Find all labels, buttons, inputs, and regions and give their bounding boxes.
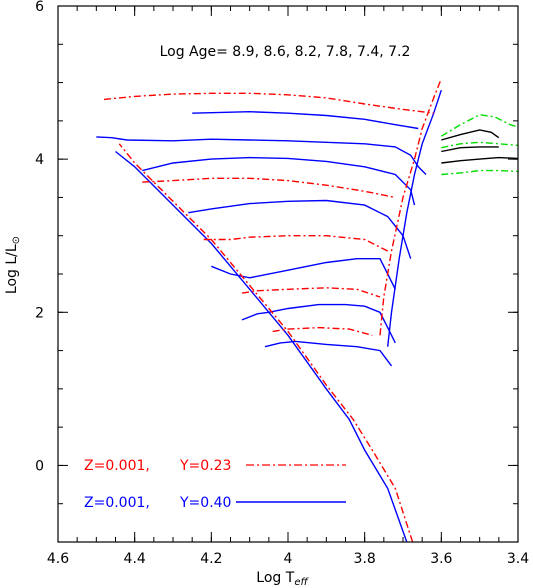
y-axis-title-main: Log L/L bbox=[4, 244, 20, 294]
series-line-black-top bbox=[441, 129, 500, 141]
x-tick-label: 3.8 bbox=[354, 551, 376, 567]
y-axis-title: Log L/L⊙ bbox=[4, 236, 22, 294]
legend-red-z-label: Z=0.001, bbox=[84, 458, 150, 474]
series-line-blue-rg bbox=[387, 89, 442, 347]
series-layer bbox=[96, 78, 519, 543]
y-axis-title-sub: ⊙ bbox=[11, 236, 22, 244]
age-annotation: Log Age= 8.9, 8.6, 8.2, 7.8, 7.4, 7.2 bbox=[160, 44, 411, 60]
series-line-red-rg bbox=[379, 78, 442, 336]
x-tick-label: 4.2 bbox=[200, 551, 222, 567]
y-tick-label: 0 bbox=[35, 458, 44, 474]
y-tick-label: 6 bbox=[35, 0, 44, 15]
series-line-red-iso-5 bbox=[272, 326, 373, 336]
series-line-black-low bbox=[441, 156, 519, 164]
series-line-red-iso-2 bbox=[142, 177, 396, 199]
legend-red-y-label: Y=0.23 bbox=[179, 458, 231, 474]
series-line-black-mid bbox=[441, 146, 499, 153]
y-tick-label: 2 bbox=[35, 305, 44, 321]
series-line-red-iso-3 bbox=[203, 235, 389, 252]
x-tick-label: 3.6 bbox=[430, 551, 452, 567]
series-line-blue-ms bbox=[115, 150, 408, 543]
series-line-green-top bbox=[440, 113, 519, 137]
x-axis-title: Log Teff bbox=[256, 570, 309, 588]
x-tick-label: 3.4 bbox=[507, 551, 529, 567]
x-tick-label: 4.4 bbox=[124, 551, 146, 567]
legend-blue-y-label: Y=0.40 bbox=[179, 495, 231, 511]
ticks-layer: 4.6 4.4 4.2 4 3.8 3.6 3.4 0 2 4 6 bbox=[35, 0, 529, 567]
series-line-red-ms bbox=[118, 143, 414, 543]
series-line-blue-iso-6 bbox=[264, 340, 393, 367]
series-line-green-mid bbox=[441, 141, 519, 149]
y-tick-label: 4 bbox=[35, 152, 44, 168]
series-line-blue-iso-3 bbox=[188, 199, 412, 259]
legend-blue-z-label: Z=0.001, bbox=[84, 495, 150, 511]
series-line-blue-iso-2 bbox=[142, 156, 416, 206]
series-line-blue-iso-5 bbox=[241, 303, 396, 344]
legend: Z=0.001, Y=0.23 Z=0.001, Y=0.40 bbox=[84, 458, 346, 511]
series-line-blue-loop-top bbox=[192, 110, 419, 130]
x-axis-title-main: Log T bbox=[256, 570, 294, 586]
series-line-red-iso-1 bbox=[103, 92, 434, 114]
series-line-blue-iso-4 bbox=[211, 258, 396, 290]
series-line-green-low bbox=[441, 169, 519, 176]
series-line-blue-iso-1 bbox=[96, 136, 427, 175]
series-line-red-iso-4 bbox=[241, 287, 381, 298]
x-tick-label: 4.6 bbox=[47, 551, 69, 567]
x-tick-label: 4 bbox=[284, 551, 293, 567]
x-axis-title-sub: eff bbox=[294, 577, 309, 588]
